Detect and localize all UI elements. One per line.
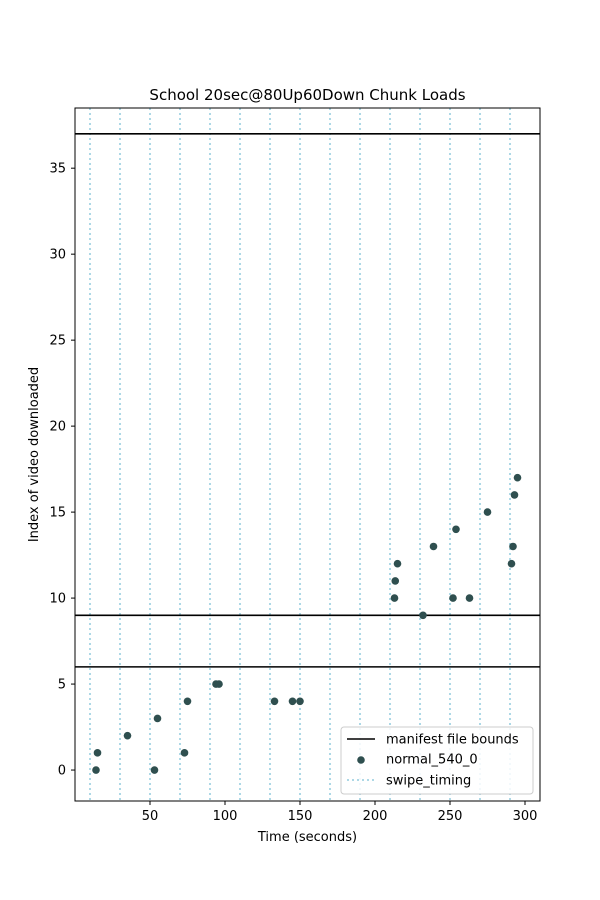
x-tick-label: 150 xyxy=(288,809,313,824)
chart-title: School 20sec@80Up60Down Chunk Loads xyxy=(149,86,465,104)
data-point xyxy=(270,697,279,706)
data-point xyxy=(288,697,297,706)
y-tick-label: 15 xyxy=(49,506,66,521)
data-point xyxy=(150,766,159,774)
data-point xyxy=(180,749,189,757)
data-point xyxy=(393,559,402,568)
y-tick-label: 20 xyxy=(49,420,66,435)
data-point xyxy=(419,611,427,620)
data-point xyxy=(93,749,102,757)
data-point xyxy=(483,508,492,516)
data-point xyxy=(391,577,400,585)
plot-area xyxy=(75,108,540,801)
data-point xyxy=(465,594,474,602)
data-point xyxy=(449,594,457,602)
data-point xyxy=(513,473,522,482)
y-tick-label: 25 xyxy=(49,334,66,349)
x-axis-label: Time (seconds) xyxy=(257,830,357,845)
x-tick-label: 50 xyxy=(142,809,159,824)
data-point xyxy=(215,680,223,688)
y-tick-label: 10 xyxy=(49,592,66,607)
y-tick-label: 5 xyxy=(58,678,66,693)
axis-ticks: 50 100 150 200 250 300 0 5 10 15 20 25 30 35 xyxy=(49,162,537,824)
x-tick-label: 200 xyxy=(363,809,388,824)
legend-normal-swatch xyxy=(357,756,365,764)
y-axis-label: Index of video downloaded xyxy=(27,367,42,542)
x-tick-label: 300 xyxy=(513,809,538,824)
legend: manifest file bounds normal_540_0 swipe_ti… xyxy=(340,726,534,795)
data-point xyxy=(429,542,438,551)
data-point xyxy=(510,491,519,499)
data-point xyxy=(123,731,132,740)
axes-frame xyxy=(74,107,541,802)
data-point xyxy=(452,525,460,534)
x-tick-label: 100 xyxy=(213,809,238,824)
x-tick-label: 250 xyxy=(438,809,463,824)
y-tick-label: 35 xyxy=(49,162,66,177)
data-point xyxy=(509,542,517,551)
data-point xyxy=(153,714,162,723)
y-tick-label: 30 xyxy=(49,248,66,263)
y-tick-label: 0 xyxy=(58,764,66,779)
legend-entry-label: manifest file bounds xyxy=(386,733,519,748)
data-point xyxy=(296,697,304,706)
data-point xyxy=(390,594,399,602)
data-point xyxy=(183,697,192,706)
legend-entry-label: normal_540_0 xyxy=(386,753,478,768)
legend-box xyxy=(340,726,534,795)
data-point xyxy=(92,766,100,774)
data-point xyxy=(507,559,516,568)
legend-entry-label: swipe_timing xyxy=(386,774,471,789)
